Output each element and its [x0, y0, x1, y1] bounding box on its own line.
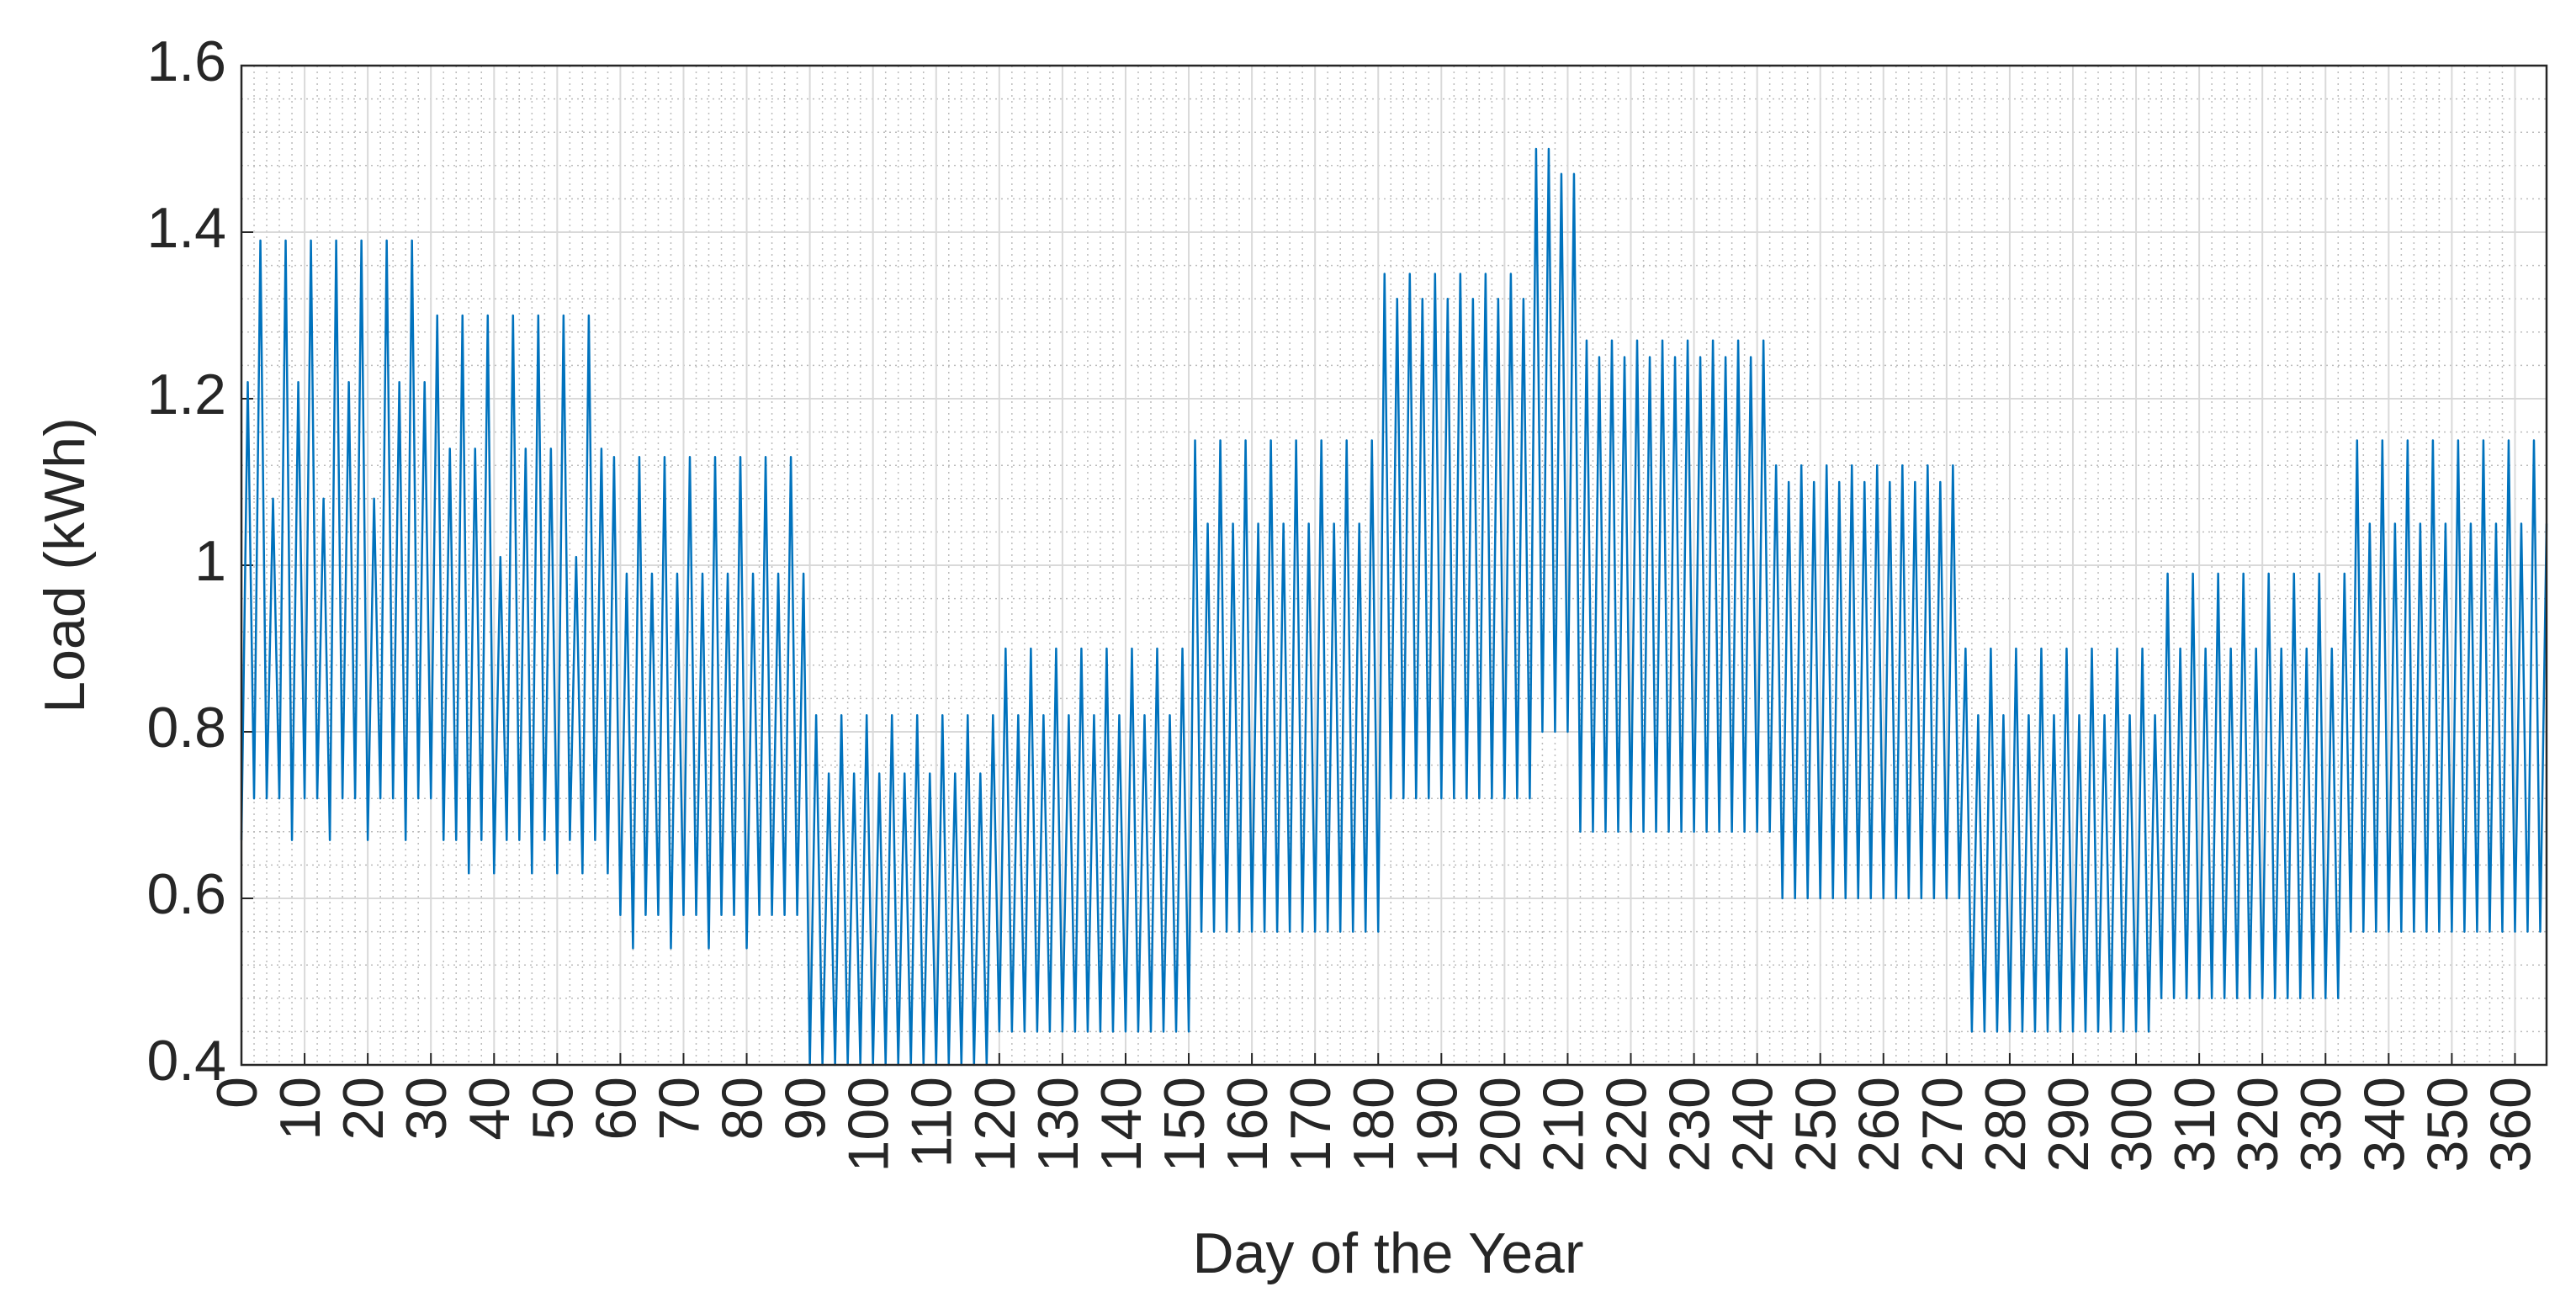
x-tick-label: 230: [1658, 1077, 1722, 1172]
x-tick-label: 220: [1594, 1077, 1658, 1172]
x-tick-label: 200: [1468, 1077, 1532, 1172]
x-tick-label: 0: [205, 1077, 269, 1109]
x-tick-label: 70: [647, 1077, 711, 1141]
x-tick-label: 280: [1974, 1077, 2038, 1172]
plot-frame: [240, 64, 2548, 1067]
x-tick-label: 290: [2037, 1077, 2101, 1172]
x-tick-label: 240: [1721, 1077, 1785, 1172]
x-tick-label: 180: [1342, 1077, 1406, 1172]
x-tick-label: 160: [1216, 1077, 1280, 1172]
x-tick-label: 120: [963, 1077, 1027, 1172]
x-tick-label: 300: [2100, 1077, 2164, 1172]
x-tick-label: 60: [584, 1077, 648, 1141]
y-axis-label: Load (kWh): [33, 417, 97, 712]
x-tick-label: 260: [1847, 1077, 1911, 1172]
y-tick-label: 0.4: [146, 1029, 226, 1093]
x-tick-label: 150: [1153, 1077, 1216, 1172]
y-tick-label: 0.8: [146, 696, 226, 760]
y-tick-label: 1: [194, 529, 226, 593]
x-tick-label: 270: [1911, 1077, 1974, 1172]
x-tick-label: 350: [2415, 1077, 2479, 1172]
x-tick-label: 360: [2478, 1077, 2542, 1172]
x-tick-label: 310: [2163, 1077, 2227, 1172]
x-tick-label: 40: [458, 1077, 522, 1141]
x-tick-label: 20: [331, 1077, 395, 1141]
x-tick-label: 110: [900, 1077, 964, 1168]
x-tick-label: 320: [2226, 1077, 2290, 1172]
y-tick-label: 0.6: [146, 862, 226, 926]
y-tick-label: 1.2: [146, 363, 226, 426]
x-tick-label: 100: [837, 1077, 901, 1172]
y-tick-label: 1.6: [146, 29, 226, 93]
x-tick-label: 50: [521, 1077, 585, 1141]
x-tick-label: 250: [1784, 1077, 1848, 1172]
x-tick-label: 340: [2352, 1077, 2416, 1172]
x-tick-label: 80: [711, 1077, 775, 1141]
x-tick-label: 10: [268, 1077, 332, 1141]
x-tick-label: 330: [2289, 1077, 2353, 1172]
x-axis-label: Day of the Year: [1192, 1221, 1583, 1285]
data-line: [240, 147, 2548, 1067]
x-tick-label: 140: [1089, 1077, 1153, 1172]
x-tick-label: 170: [1279, 1077, 1343, 1172]
x-tick-label: 90: [774, 1077, 838, 1141]
x-tick-label: 210: [1531, 1077, 1595, 1172]
x-tick-label: 30: [395, 1077, 458, 1141]
x-tick-label: 190: [1405, 1077, 1469, 1172]
y-tick-label: 1.4: [146, 196, 226, 260]
x-tick-label: 130: [1026, 1077, 1090, 1172]
